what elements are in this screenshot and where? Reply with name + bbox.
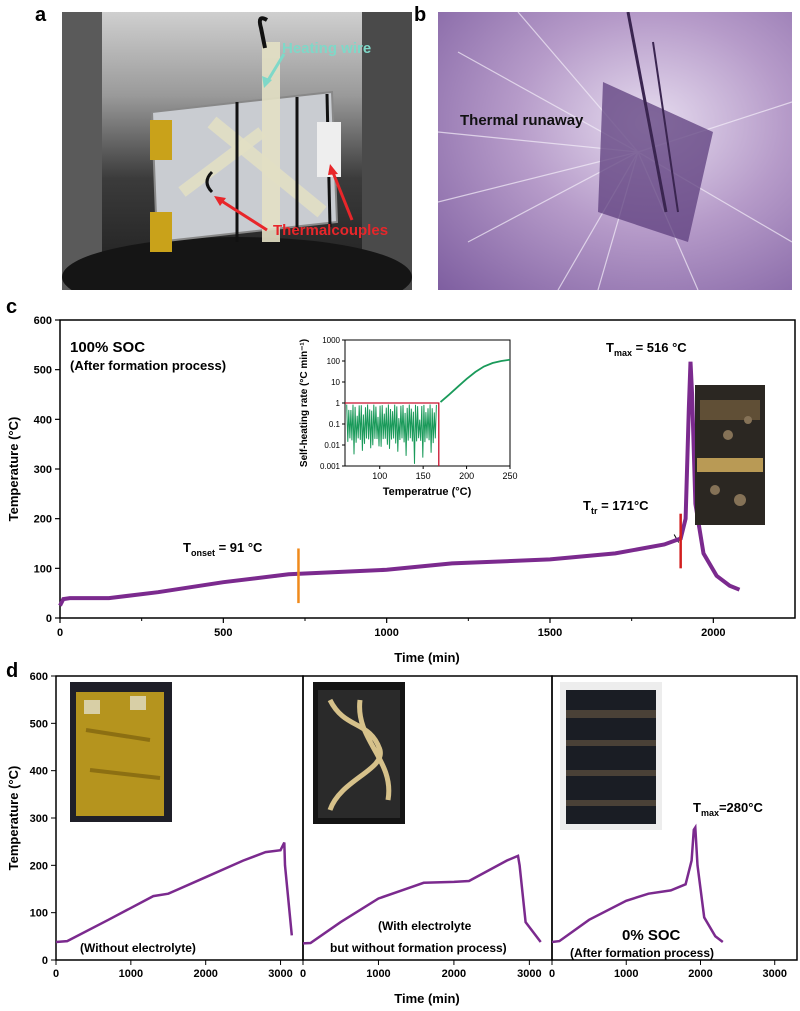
d-xtick-label: 0 xyxy=(53,968,59,980)
d3-soc-label: 0% SOC xyxy=(622,927,681,944)
inset-xtick-label: 250 xyxy=(502,471,517,481)
battery-setup-illustration xyxy=(62,12,412,290)
chart-c-inset: 100 150 200 250 0.001 0.01 0.1 1 10 100 1000 Tempe… xyxy=(299,336,518,498)
photo-battery-setup: Heating wire Thermalcouples xyxy=(62,12,412,290)
inset-ylabel: Self-heating rate (°C min⁻¹) xyxy=(299,339,310,467)
d-xtick-label: 2000 xyxy=(442,968,466,980)
inset-ytick-label: 10 xyxy=(331,378,340,387)
d3-caption: (After formation process) xyxy=(570,946,714,960)
chart-d: 0 1000 2000 3000 0 100 200 300 400 500 600 0 1000 200… xyxy=(6,671,798,1006)
chart-c-series-line xyxy=(58,361,741,607)
d-series-line xyxy=(302,854,542,945)
c-xtick-label: 0 xyxy=(57,627,63,639)
c-ytick-label: 400 xyxy=(34,414,52,426)
photo-without-formation xyxy=(313,682,405,824)
c-ytick-label: 200 xyxy=(34,514,52,526)
inset-ytick-label: 1 xyxy=(336,399,341,408)
chart-d-ylabel: Temperature (°C) xyxy=(6,766,21,871)
inset-xtick-label: 150 xyxy=(416,471,431,481)
panel-letter-c: c xyxy=(6,296,18,318)
chart-c-title: 100% SOC xyxy=(70,339,145,356)
inset-ytick-label: 0.01 xyxy=(324,441,340,450)
d-xtick-label: 3000 xyxy=(762,968,786,980)
c-ytick-label: 0 xyxy=(46,613,52,625)
d-ytick-label: 200 xyxy=(30,860,48,872)
photo-thermal-runaway: Thermal runaway xyxy=(438,12,792,290)
inset-ytick-label: 0.001 xyxy=(320,462,341,471)
d2-caption-line2: but without formation process) xyxy=(330,941,507,955)
d-xtick-label: 2000 xyxy=(193,968,217,980)
inset-ytick-label: 0.1 xyxy=(329,420,341,429)
thermocouples-label: Thermalcouples xyxy=(273,222,389,239)
c-ytick-label: 500 xyxy=(34,365,52,377)
c-xtick-label: 2000 xyxy=(701,627,725,639)
chart-c-xlabel: Time (min) xyxy=(394,650,460,665)
c-ytick-label: 300 xyxy=(34,464,52,476)
thermal-runaway-label: Thermal runaway xyxy=(460,112,584,129)
d-xtick-label: 1000 xyxy=(119,968,143,980)
c-xtick-label: 1000 xyxy=(374,627,398,639)
d-xtick-label: 3000 xyxy=(268,968,292,980)
d-ytick-label: 600 xyxy=(30,671,48,683)
inset-series-line xyxy=(439,358,511,403)
inset-xtick-label: 100 xyxy=(372,471,387,481)
inset-noise-series xyxy=(346,404,437,464)
d-series-line xyxy=(55,842,294,944)
d-xtick-label: 0 xyxy=(549,968,555,980)
panel-letter-d: d xyxy=(6,660,19,682)
d-ytick-label: 500 xyxy=(30,718,48,730)
c-ytick-label: 600 xyxy=(34,315,52,327)
d-ytick-label: 400 xyxy=(30,766,48,778)
tr-annotation: Ttr = 171°C xyxy=(583,498,649,516)
d-xtick-label: 1000 xyxy=(614,968,638,980)
inset-ytick-label: 100 xyxy=(327,357,341,366)
onset-annotation: Tonset = 91 °C xyxy=(183,540,263,558)
panel-letter-b: b xyxy=(414,4,427,26)
d-series-line xyxy=(551,823,724,944)
burnt-cell-photo xyxy=(695,385,765,525)
panel-letter-a: a xyxy=(35,4,47,26)
d-ytick-label: 100 xyxy=(30,908,48,920)
chart-c: 0 500 1000 1500 2000 0 100 200 300 400 500 600 100%… xyxy=(6,315,796,665)
chart-d-xlabel: Time (min) xyxy=(394,991,460,1006)
inset-xtick-label: 200 xyxy=(459,471,474,481)
heating-wire-label: Heating wire xyxy=(282,40,372,57)
d3-tmax-annotation: Tmax=280°C xyxy=(693,800,763,818)
inset-xlabel: Temperatrue (°C) xyxy=(383,486,472,498)
chart-c-ylabel: Temperature (°C) xyxy=(6,417,21,522)
d-panel-frame xyxy=(551,675,798,961)
c-xtick-label: 1500 xyxy=(538,627,562,639)
photo-after-formation-0soc xyxy=(560,682,662,830)
d-xtick-label: 3000 xyxy=(517,968,541,980)
d-xtick-label: 1000 xyxy=(366,968,390,980)
inset-threshold-line xyxy=(345,402,440,466)
c-xtick-label: 500 xyxy=(214,627,232,639)
inset-ytick-label: 1000 xyxy=(322,336,340,345)
d1-caption: (Without electrolyte) xyxy=(80,941,196,955)
c-ytick-label: 100 xyxy=(34,563,52,575)
chart-c-subtitle: (After formation process) xyxy=(70,358,226,373)
d-ytick-label: 300 xyxy=(30,813,48,825)
d-xtick-label: 2000 xyxy=(688,968,712,980)
d-ytick-label: 0 xyxy=(42,955,48,967)
d2-caption-line1: (With electrolyte xyxy=(378,919,472,933)
photo-without-electrolyte xyxy=(70,682,172,822)
thermal-runaway-illustration xyxy=(438,12,792,290)
d-xtick-label: 0 xyxy=(300,968,306,980)
tmax-annotation: Tmax = 516 °C xyxy=(606,340,687,358)
